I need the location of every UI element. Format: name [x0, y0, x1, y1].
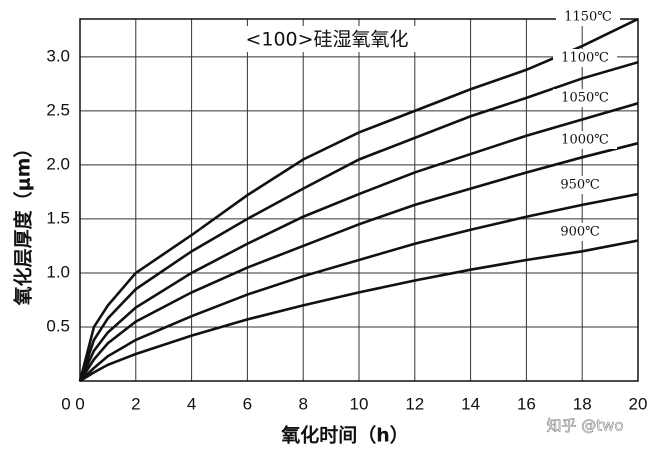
series-label: 1150℃: [564, 10, 612, 25]
x-tick-label: 6: [243, 394, 252, 413]
series-label-bg: [548, 176, 612, 194]
x-tick-label: 16: [517, 394, 536, 413]
series-label-bg: [548, 223, 612, 241]
series-label: 1000℃: [561, 133, 609, 148]
title-bg: [218, 26, 436, 52]
watermark: 知乎 @two: [546, 417, 623, 435]
series-label-bg: [553, 89, 617, 107]
series-label: 1050℃: [561, 91, 609, 106]
x-tick-label: 10: [350, 394, 369, 413]
plot-border: [79, 18, 639, 382]
series-line: [78, 17, 639, 382]
y-tick-label: 1.5: [46, 208, 70, 227]
series-label: 900℃: [560, 225, 599, 240]
series-label: 950℃: [560, 178, 599, 193]
series-line: [78, 60, 639, 382]
x-tick-label: 8: [298, 394, 307, 413]
y-tick-label: 0: [61, 394, 70, 413]
series-line: [79, 192, 639, 382]
y-tick-label: 2.5: [46, 100, 70, 119]
x-tick-label: 0: [75, 394, 84, 413]
y-tick-label: 1.0: [46, 262, 70, 281]
chart-title: <100>硅湿氧氧化: [245, 29, 408, 51]
series-label-bg: [553, 49, 617, 67]
x-tick-label: 4: [187, 394, 196, 413]
series-line: [78, 142, 639, 382]
x-tick-label: 18: [573, 394, 592, 413]
x-tick-label: 12: [405, 394, 424, 413]
series-line: [79, 239, 639, 383]
y-tick-label: 0.5: [46, 316, 70, 335]
series-label-bg: [556, 8, 620, 26]
x-tick-label: 14: [461, 394, 480, 413]
x-axis-label: 氧化时间（h）: [281, 424, 409, 447]
x-tick-label: 2: [131, 394, 140, 413]
series-line: [78, 102, 639, 382]
series-label-bg: [553, 131, 617, 149]
y-tick-label: 2.0: [46, 154, 70, 173]
y-axis-label: 氧化层厚度（μm）: [12, 139, 35, 306]
y-tick-label: 3.0: [46, 46, 70, 65]
series-label: 1100℃: [561, 51, 609, 66]
x-tick-label: 20: [629, 394, 648, 413]
